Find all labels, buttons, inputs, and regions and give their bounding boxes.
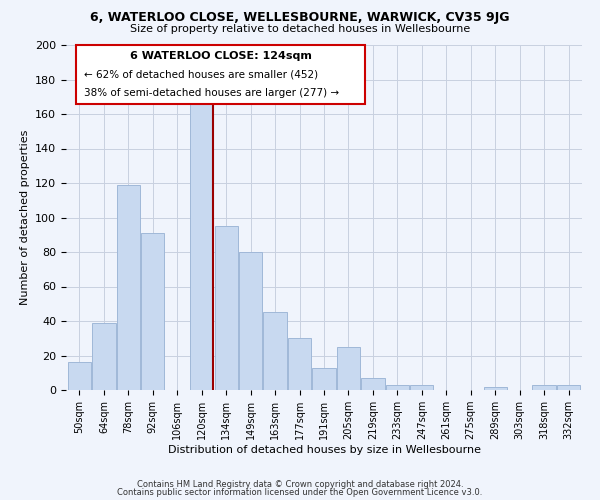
Bar (215, 226, 238, 390)
Bar (239, 252, 262, 390)
Bar (117, 184, 140, 390)
Text: 6, WATERLOO CLOSE, WELLESBOURNE, WARWICK, CV35 9JG: 6, WATERLOO CLOSE, WELLESBOURNE, WARWICK… (90, 11, 510, 24)
Bar (410, 385, 433, 390)
Bar (532, 385, 556, 390)
Bar (557, 385, 580, 390)
Text: ← 62% of detached houses are smaller (452): ← 62% of detached houses are smaller (45… (84, 70, 318, 80)
Text: Contains public sector information licensed under the Open Government Licence v3: Contains public sector information licen… (118, 488, 482, 497)
Text: 38% of semi-detached houses are larger (277) →: 38% of semi-detached houses are larger (… (84, 88, 339, 98)
Bar (361, 378, 385, 390)
Text: Size of property relative to detached houses in Wellesbourne: Size of property relative to detached ho… (130, 24, 470, 34)
Bar (337, 347, 360, 390)
Bar (92, 322, 116, 390)
FancyBboxPatch shape (76, 45, 365, 104)
Bar (288, 338, 311, 390)
Bar (263, 312, 287, 390)
Bar (386, 385, 409, 390)
Y-axis label: Number of detached properties: Number of detached properties (20, 130, 29, 305)
Bar (68, 362, 91, 390)
Text: Contains HM Land Registry data © Crown copyright and database right 2024.: Contains HM Land Registry data © Crown c… (137, 480, 463, 489)
Text: 6 WATERLOO CLOSE: 124sqm: 6 WATERLOO CLOSE: 124sqm (130, 50, 312, 60)
X-axis label: Distribution of detached houses by size in Wellesbourne: Distribution of detached houses by size … (167, 445, 481, 455)
Bar (141, 233, 164, 390)
Bar (484, 386, 507, 390)
Bar (313, 368, 335, 390)
Bar (190, 100, 214, 390)
